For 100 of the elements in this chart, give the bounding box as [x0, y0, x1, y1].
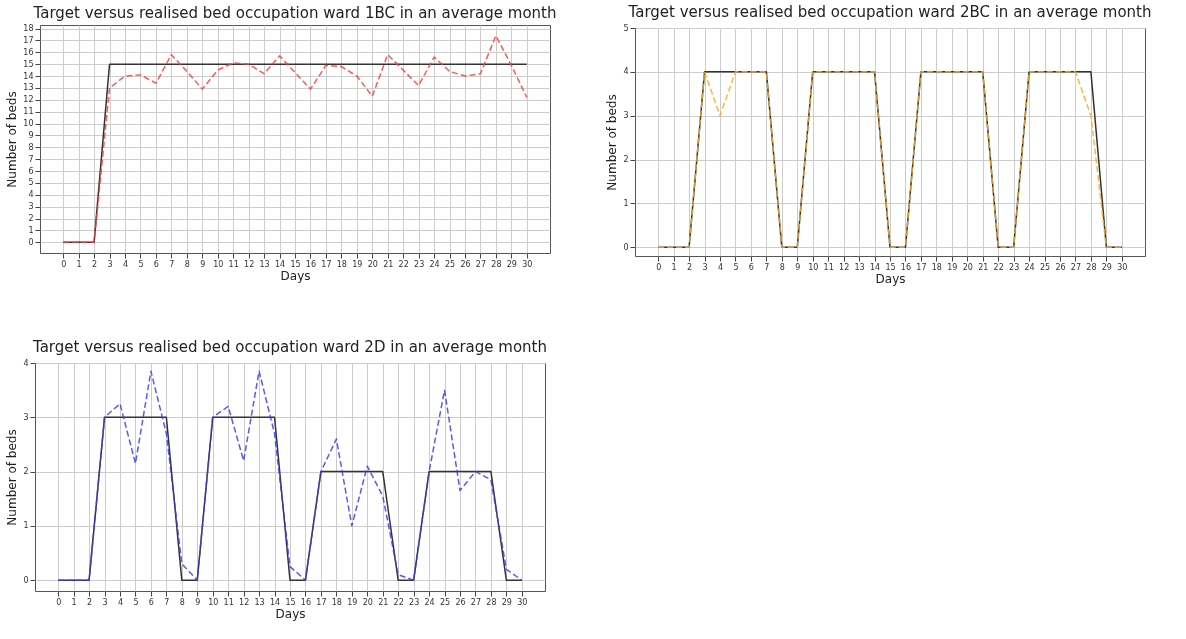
y-tick-label: 0: [23, 575, 29, 585]
x-tick-label: 19: [352, 259, 363, 269]
line-series: [57, 370, 523, 581]
y-tick-label: 15: [23, 59, 34, 69]
x-tick-label: 30: [522, 259, 533, 269]
y-tick-label: 7: [28, 154, 34, 164]
x-tick-label: 3: [107, 259, 113, 269]
x-tick-label: 28: [486, 597, 497, 607]
x-tick-label: 22: [398, 259, 409, 269]
x-tick-label: 20: [362, 597, 373, 607]
x-tick-label: 8: [779, 262, 785, 272]
y-tick-label: 3: [28, 202, 34, 212]
x-tick-label: 27: [470, 597, 482, 607]
x-tick-label: 12: [244, 259, 255, 269]
x-tick-label: 1: [671, 262, 677, 272]
x-tick-label: 24: [1024, 262, 1035, 272]
x-tick-label: 14: [274, 259, 286, 269]
y-tick-label: 13: [23, 83, 34, 93]
chart-title: Target versus realised bed occupation ward 1BC in an average month: [32, 3, 557, 22]
y-tick-label: 16: [23, 47, 34, 57]
x-tick-label: 26: [455, 597, 466, 607]
x-tick-label: 11: [823, 262, 834, 272]
x-tick-label: 27: [475, 259, 487, 269]
x-tick-label: 21: [378, 597, 389, 607]
x-axis-title: Days: [875, 271, 906, 286]
x-tick-label: 9: [200, 259, 206, 269]
x-tick-label: 13: [254, 597, 265, 607]
x-tick-label: 28: [491, 259, 502, 269]
x-tick-label: 19: [347, 597, 358, 607]
x-tick-label: 14: [869, 262, 881, 272]
x-tick-label: 19: [947, 262, 958, 272]
x-tick-label: 2: [92, 259, 98, 269]
x-tick-label: 15: [885, 262, 896, 272]
x-tick-label: 4: [122, 259, 129, 269]
x-tick-label: 20: [367, 259, 378, 269]
x-tick-label: 23: [1009, 262, 1020, 272]
y-axis-title: Number of beds: [5, 429, 20, 526]
x-tick-label: 8: [179, 597, 185, 607]
y-tick-label: 12: [23, 95, 34, 105]
x-tick-label: 4: [117, 597, 124, 607]
x-tick-label: 17: [916, 262, 927, 272]
x-tick-label: 3: [102, 597, 108, 607]
x-tick-label: 29: [1101, 262, 1112, 272]
x-tick-label: 2: [87, 597, 93, 607]
x-tick-label: 16: [900, 262, 912, 272]
x-tick-label: 5: [733, 262, 739, 272]
x-tick-label: 16: [305, 259, 317, 269]
y-tick-label: 2: [23, 467, 29, 477]
x-tick-label: 26: [460, 259, 471, 269]
x-tick-label: 27: [1070, 262, 1082, 272]
x-tick-label: 10: [213, 259, 224, 269]
x-tick-label: 29: [506, 259, 517, 269]
x-tick-label: 18: [931, 262, 942, 272]
x-tick-label: 25: [1039, 262, 1051, 272]
x-tick-label: 5: [133, 597, 139, 607]
x-tick-label: 0: [61, 259, 67, 269]
x-axis-title: Days: [275, 606, 306, 621]
x-tick-label: 0: [56, 597, 62, 607]
x-tick-label: 18: [331, 597, 342, 607]
x-tick-label: 2: [687, 262, 693, 272]
x-tick-label: 23: [409, 597, 420, 607]
x-tick-label: 17: [321, 259, 332, 269]
x-tick-label: 13: [259, 259, 270, 269]
x-tick-label: 16: [300, 597, 312, 607]
x-tick-label: 26: [1055, 262, 1066, 272]
x-tick-label: 22: [993, 262, 1004, 272]
chart-title: Target versus realised bed occupation ward 2BC in an average month: [627, 3, 1152, 21]
x-tick-label: 15: [285, 597, 296, 607]
y-tick-label: 9: [28, 130, 34, 140]
x-tick-label: 1: [71, 597, 77, 607]
y-tick-label: 1: [23, 521, 29, 531]
x-tick-label: 13: [854, 262, 865, 272]
y-tick-label: 8: [28, 142, 34, 152]
x-tick-label: 15: [290, 259, 301, 269]
x-tick-label: 10: [208, 597, 219, 607]
x-tick-label: 10: [808, 262, 819, 272]
x-tick-label: 14: [269, 597, 281, 607]
x-tick-label: 30: [517, 597, 528, 607]
chart-title: Target versus realised bed occupation ward 2D in an average month: [32, 338, 547, 356]
x-tick-label: 6: [748, 262, 754, 272]
x-axis-title: Days: [280, 268, 311, 283]
x-tick-label: 23: [414, 259, 425, 269]
y-tick-label: 4: [623, 67, 629, 77]
x-tick-label: 28: [1086, 262, 1097, 272]
x-tick-label: 30: [1117, 262, 1128, 272]
x-tick-label: 11: [223, 597, 234, 607]
x-tick-label: 5: [138, 259, 144, 269]
y-tick-label: 1: [28, 225, 34, 235]
y-tick-label: 4: [28, 190, 34, 200]
x-tick-label: 12: [239, 597, 250, 607]
x-tick-label: 1: [76, 259, 82, 269]
x-tick-label: 17: [316, 597, 327, 607]
y-tick-label: 2: [623, 155, 629, 165]
x-tick-label: 9: [195, 597, 201, 607]
y-tick-label: 2: [28, 214, 34, 224]
x-tick-label: 11: [228, 259, 239, 269]
x-tick-label: 7: [169, 259, 175, 269]
y-tick-label: 0: [623, 242, 629, 252]
y-tick-label: 5: [28, 178, 34, 188]
x-tick-label: 21: [978, 262, 989, 272]
